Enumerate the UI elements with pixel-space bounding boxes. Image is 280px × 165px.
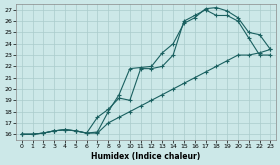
- X-axis label: Humidex (Indice chaleur): Humidex (Indice chaleur): [92, 152, 201, 161]
